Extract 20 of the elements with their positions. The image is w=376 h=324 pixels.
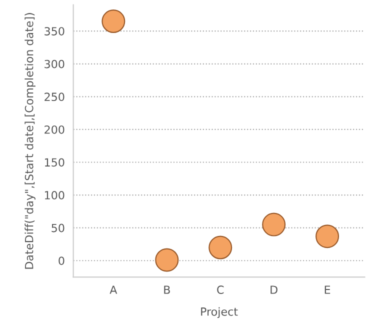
- point: [102, 10, 126, 34]
- x-tick-label: D: [270, 286, 278, 294]
- y-tick-label: 200: [44, 125, 64, 134]
- x-tick-label: C: [217, 286, 224, 294]
- x-tick-label: E: [324, 286, 330, 294]
- y-tick-label: 150: [45, 158, 64, 167]
- x-tick-label: B: [164, 286, 170, 294]
- y-tick-label: 300: [44, 60, 64, 68]
- point: [316, 224, 340, 248]
- point: [208, 236, 232, 260]
- y-tick-label: 250: [44, 92, 64, 102]
- y-tick-label: 0: [58, 256, 64, 266]
- y-tick-label: 350: [44, 27, 64, 36]
- y-tick-label: 50: [52, 224, 64, 232]
- x-axis-title: Project: [201, 307, 238, 318]
- y-axis-title: DateDiff("day",[Start date],[Completion date]): [24, 13, 36, 269]
- point: [155, 248, 179, 272]
- point: [262, 212, 286, 236]
- y-tick-label: 100: [45, 191, 64, 200]
- x-tick-label: A: [110, 286, 118, 294]
